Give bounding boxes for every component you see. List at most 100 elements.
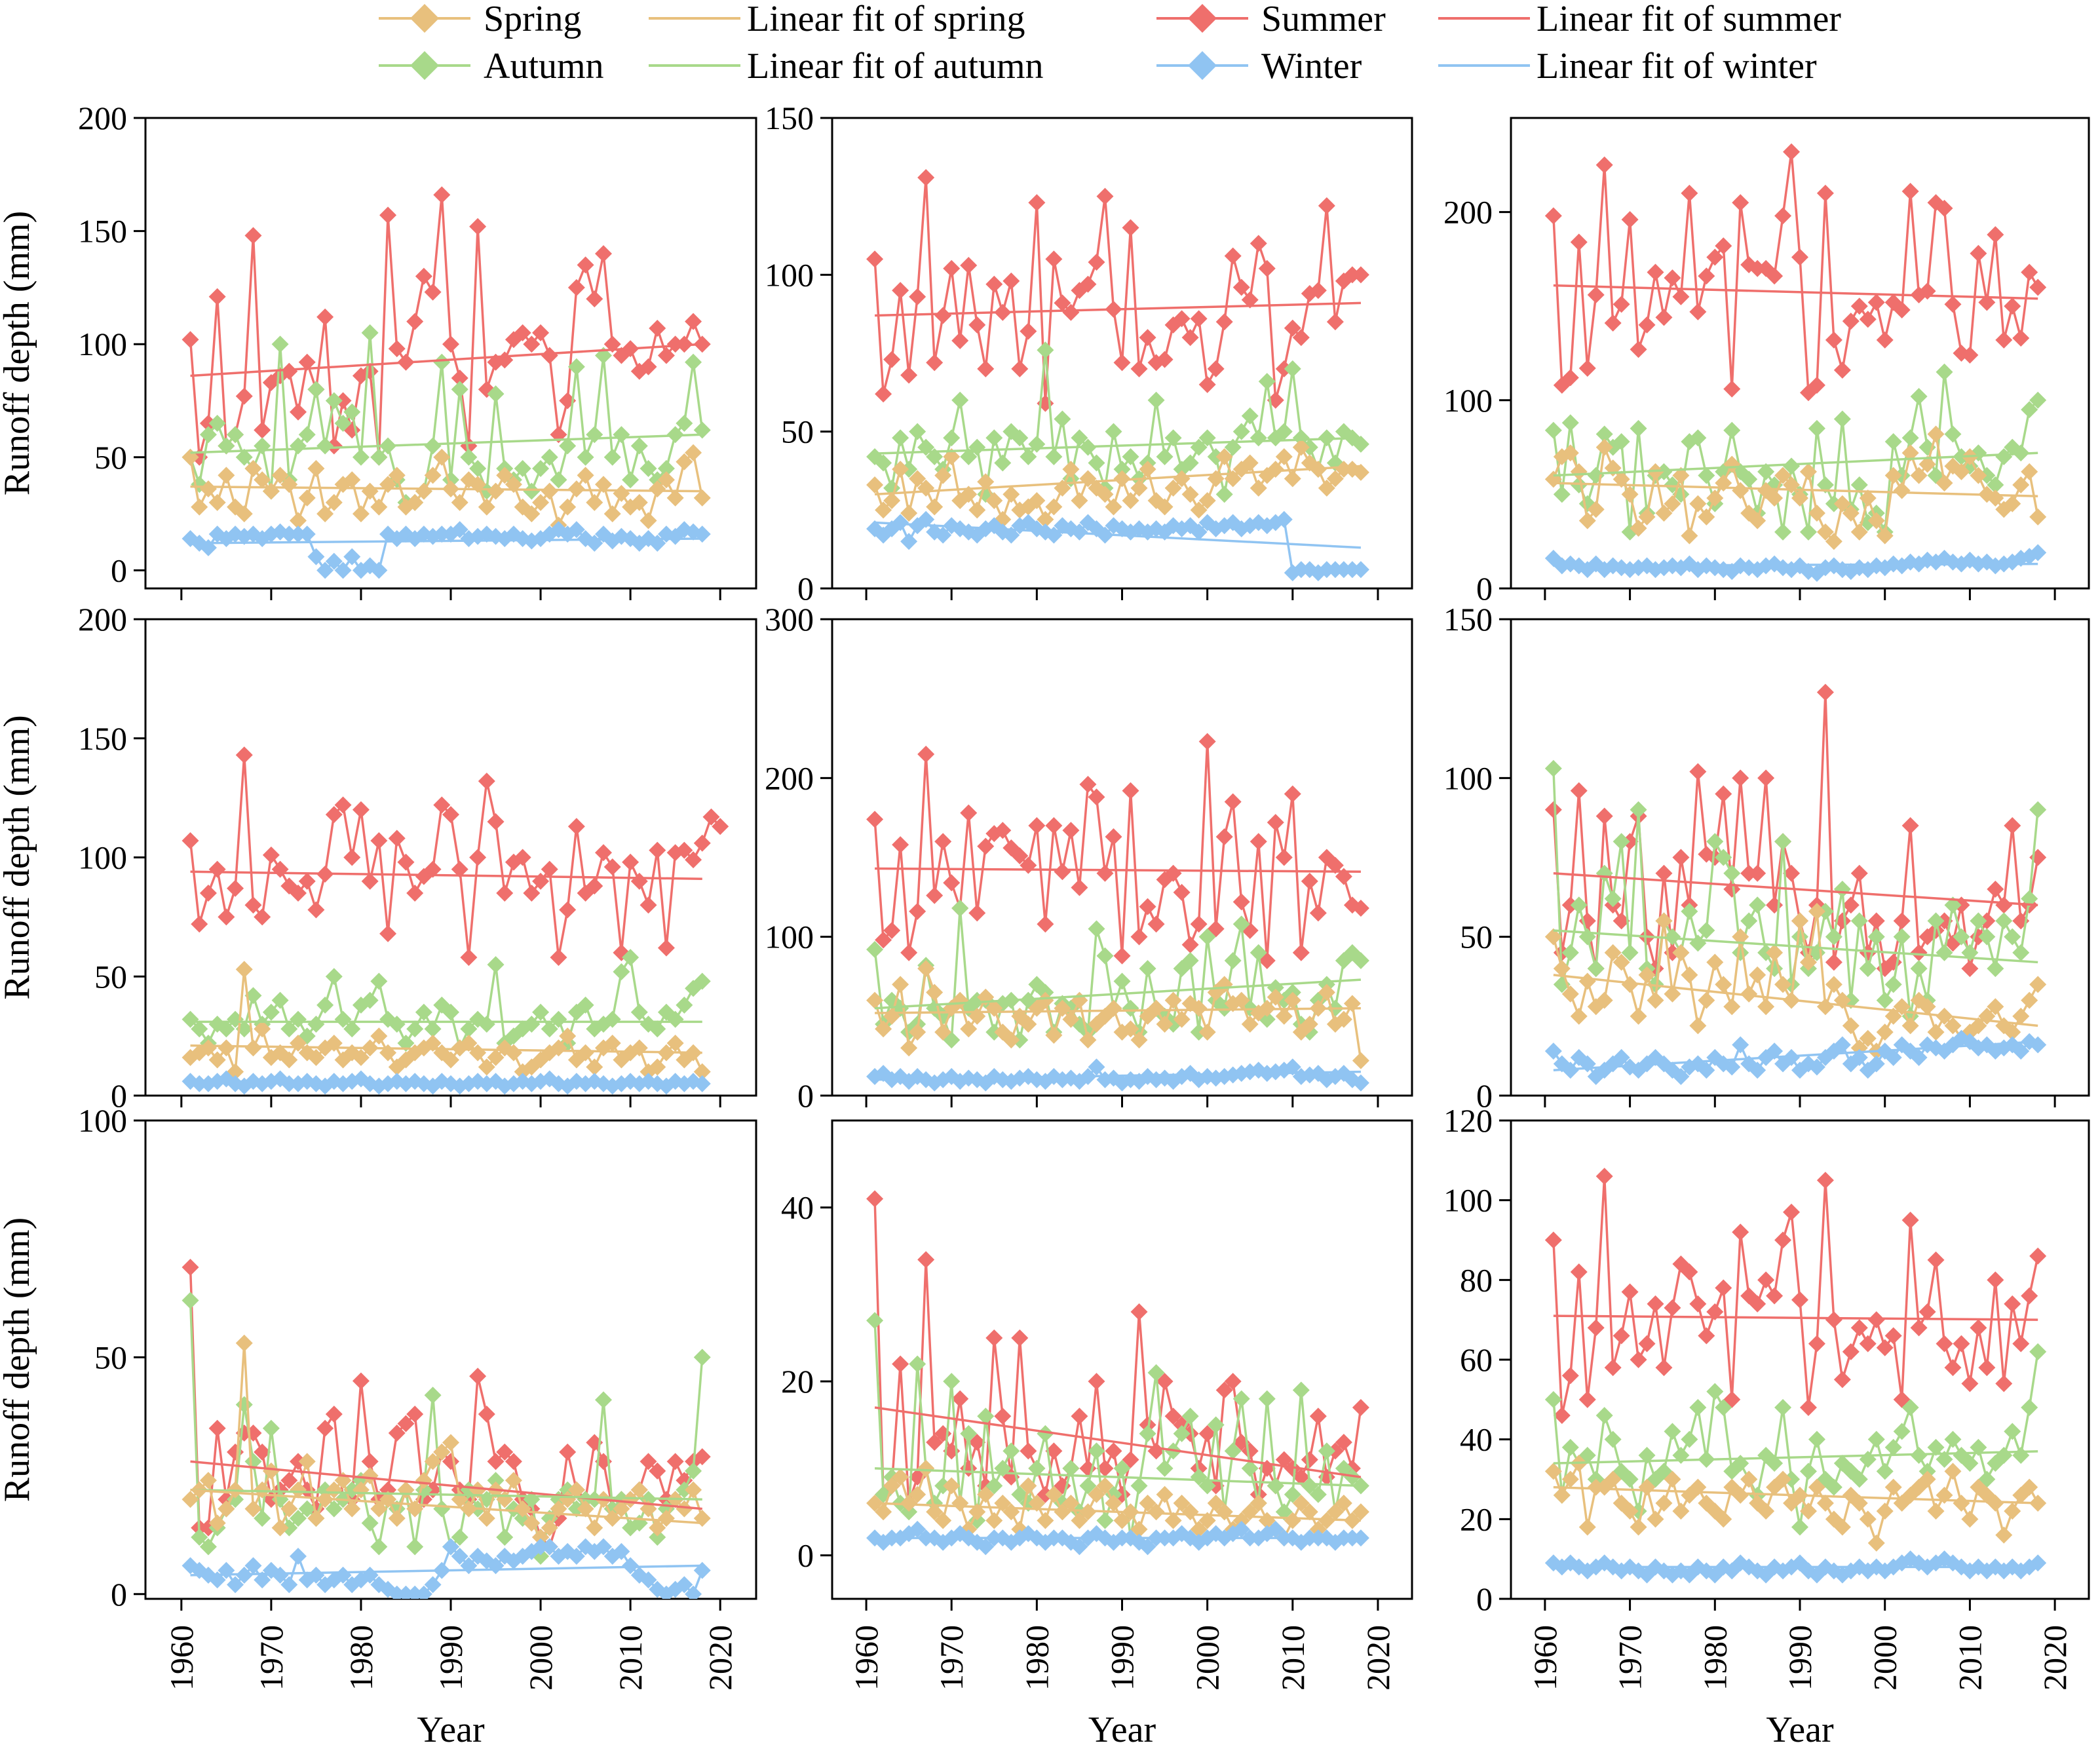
point-summer — [1698, 1327, 1715, 1345]
point-summer — [487, 813, 505, 830]
point-autumn — [1698, 467, 1715, 484]
point-summer — [352, 1372, 370, 1390]
fit-line-autumn — [190, 1489, 702, 1501]
chart-panel-row2-col3: 0 50 100 150 — [1443, 601, 2090, 1114]
point-summer — [1045, 817, 1063, 835]
fit-line-autumn — [874, 978, 1362, 1010]
point-spring — [271, 1519, 289, 1537]
y-tick-label: 100 — [1443, 759, 1493, 796]
y-tick-label: 20 — [781, 1363, 814, 1400]
series-line-spring — [189, 1343, 704, 1539]
point-spring — [1037, 991, 1054, 1009]
point-winter — [934, 526, 952, 544]
point-spring — [1706, 953, 1724, 971]
fit-line-autumn — [1553, 1450, 2038, 1465]
fit-line-summer — [874, 1406, 1362, 1478]
point-spring — [514, 1500, 531, 1518]
point-spring — [1139, 1495, 1156, 1512]
point-spring — [343, 1500, 361, 1518]
point-spring — [1876, 1503, 1894, 1520]
point-winter — [334, 562, 352, 579]
y-tick-label: 80 — [1460, 1261, 1493, 1298]
point-summer — [290, 403, 307, 421]
point-summer — [424, 860, 442, 878]
point-summer — [1595, 807, 1613, 825]
point-summer — [994, 822, 1012, 839]
point-autumn — [1156, 1459, 1174, 1477]
point-autumn — [254, 437, 271, 455]
series-summer — [866, 733, 1369, 970]
chart-panel-row3-col3: 0 20 40 60 80 100 120 1960 1970 1980 1990 2000 2010 2… — [1443, 1102, 2090, 1750]
point-autumn — [1783, 457, 1801, 475]
point-autumn — [1621, 944, 1639, 961]
point-winter — [1190, 523, 1208, 541]
point-autumn — [1884, 1438, 1902, 1456]
legend-marker — [1188, 51, 1217, 80]
chart-panel-row3-col1: 0 50 100 1960 1970 1980 1990 2000 2010 2020 Runoff… — [0, 1102, 757, 1750]
fit-line-winter — [190, 1564, 702, 1577]
point-autumn — [1045, 448, 1063, 465]
point-autumn — [1181, 952, 1199, 970]
point-autumn — [1799, 1463, 1817, 1480]
point-spring — [1664, 495, 1681, 512]
point-spring — [1621, 1503, 1639, 1520]
point-spring — [460, 1035, 478, 1052]
point-spring — [415, 1472, 432, 1489]
point-summer — [316, 1419, 334, 1437]
point-winter — [290, 1547, 307, 1565]
x-tick-label: 2010 — [1274, 1625, 1311, 1691]
legend-label: Winter — [1261, 46, 1362, 86]
point-summer — [1638, 1335, 1656, 1352]
point-autumn — [1621, 1470, 1639, 1488]
point-spring — [1901, 1017, 1919, 1035]
point-winter — [1071, 523, 1088, 541]
point-spring — [1028, 491, 1046, 509]
point-summer — [262, 846, 280, 864]
plot-frame — [1510, 117, 2090, 590]
point-summer — [926, 887, 944, 904]
point-autumn — [370, 972, 388, 990]
point-summer — [1791, 248, 1808, 266]
point-autumn — [1544, 1390, 1562, 1408]
point-autumn — [1613, 833, 1630, 851]
series-line-autumn — [189, 332, 704, 504]
point-autumn — [1850, 476, 1868, 494]
point-summer — [1613, 296, 1630, 313]
legend-label: Summer — [1261, 0, 1386, 39]
point-autumn — [900, 1503, 918, 1521]
point-summer — [1681, 184, 1698, 202]
point-spring — [290, 512, 307, 529]
point-summer — [469, 218, 487, 235]
point-autumn — [1088, 1442, 1105, 1460]
point-spring — [892, 976, 909, 993]
point-summer — [496, 1443, 514, 1461]
point-autumn — [577, 996, 594, 1014]
point-spring — [1970, 467, 1987, 484]
series-line-autumn — [1552, 372, 2039, 537]
point-summer — [1621, 211, 1639, 229]
point-autumn — [1250, 944, 1267, 961]
point-summer — [532, 324, 550, 341]
point-summer — [1825, 1311, 1842, 1329]
point-summer — [657, 347, 675, 364]
point-spring — [244, 1039, 262, 1057]
point-summer — [702, 808, 720, 826]
fit-line-spring — [875, 1006, 1361, 1014]
point-autumn — [1215, 486, 1233, 503]
point-summer — [1647, 263, 1664, 281]
point-spring — [1147, 1503, 1165, 1521]
point-spring — [451, 493, 468, 511]
point-spring — [2029, 508, 2047, 526]
point-winter — [2012, 1043, 2030, 1060]
point-spring — [1630, 520, 1647, 537]
point-spring — [244, 1500, 262, 1518]
point-summer — [1335, 1434, 1352, 1451]
point-autumn — [1681, 902, 1698, 920]
point-summer — [2004, 817, 2021, 835]
point-autumn — [191, 1529, 208, 1546]
point-summer — [1961, 346, 1979, 364]
point-spring — [505, 1044, 522, 1062]
point-autumn — [994, 454, 1012, 472]
point-summer — [1544, 801, 1562, 818]
